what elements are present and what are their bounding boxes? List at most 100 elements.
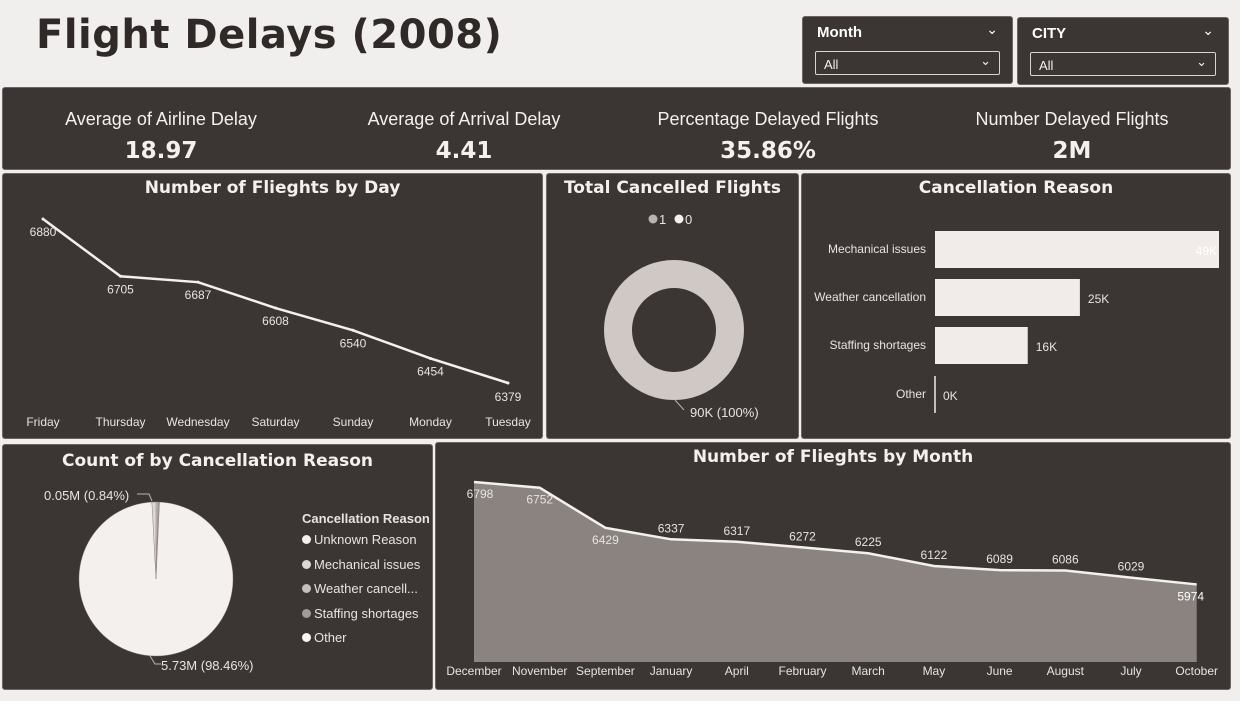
legend-item[interactable]: Unknown Reason bbox=[302, 532, 430, 557]
leader-line bbox=[149, 655, 161, 665]
kpi-label: Percentage Delayed Flights bbox=[657, 109, 879, 129]
legend-label: Mechanical issues bbox=[314, 556, 421, 572]
flights-by-month-chart: 6798 December 6752 November 6429 September 633… bbox=[446, 480, 1218, 678]
legend-label: Other bbox=[314, 630, 347, 645]
cancelled-flights-panel: Total Cancelled Flights 90K (100%) 1 0 bbox=[546, 173, 799, 439]
kpi-arrival-delay: Average of Arrival Delay 4.41 bbox=[314, 109, 614, 164]
y-tick-label: Mechanical issues bbox=[828, 242, 926, 256]
data-label: 6687 bbox=[185, 288, 212, 302]
data-label: 6705 bbox=[107, 282, 134, 296]
legend-item[interactable]: Staffing shortages bbox=[302, 606, 430, 631]
data-label: 6086 bbox=[1052, 553, 1079, 567]
leader-line bbox=[137, 493, 153, 502]
x-tick-label: Friday bbox=[26, 415, 59, 429]
x-tick-label: Sunday bbox=[333, 415, 374, 429]
data-label: 6752 bbox=[526, 493, 553, 507]
data-label: 6540 bbox=[340, 336, 367, 350]
flights-by-day-panel: Number of Flieghts by Day 6880 Friday 6705… bbox=[2, 173, 543, 439]
legend-item[interactable]: Mechanical issues bbox=[302, 557, 430, 582]
x-tick-label: August bbox=[1047, 664, 1085, 678]
legend-label: 1 bbox=[659, 212, 666, 227]
legend-dot bbox=[302, 608, 311, 618]
kpi-value: 2M bbox=[1052, 138, 1092, 164]
legend-label: 0 bbox=[685, 212, 692, 227]
x-tick-label: December bbox=[446, 664, 501, 678]
chevron-down-icon[interactable]: ⌄ bbox=[986, 21, 998, 37]
month-dropdown-value: All bbox=[824, 57, 839, 72]
page-title: Flight Delays (2008) bbox=[36, 12, 503, 58]
data-label: 5.73M (98.46%) bbox=[161, 658, 254, 673]
x-tick-label: Tuesday bbox=[485, 415, 531, 429]
data-label: 49K bbox=[1196, 244, 1217, 258]
data-point bbox=[351, 328, 355, 332]
data-point bbox=[196, 280, 200, 284]
pie-slice bbox=[155, 501, 160, 580]
y-tick-label: Staffing shortages bbox=[829, 338, 926, 352]
legend-dot bbox=[302, 633, 311, 642]
chevron-down-icon[interactable]: ⌄ bbox=[1202, 22, 1214, 38]
cancellation-reason-panel: Cancellation Reason Mechanical issues 49K… bbox=[801, 173, 1231, 439]
chart-title: Cancellation Reason bbox=[918, 178, 1114, 198]
city-dropdown-value: All bbox=[1039, 58, 1054, 73]
x-tick-label: November bbox=[512, 664, 567, 678]
legend-dot bbox=[648, 214, 658, 224]
donut-slice bbox=[604, 260, 744, 400]
data-label: 6454 bbox=[417, 364, 444, 378]
cancellation-reason-chart: Mechanical issues 49K Weather cancellation… bbox=[814, 231, 1219, 413]
legend-item[interactable]: Weather cancell... bbox=[302, 581, 430, 606]
x-tick-label: Monday bbox=[409, 415, 452, 429]
city-slicer[interactable]: CITY ⌄ All ⌄ bbox=[1017, 17, 1229, 85]
x-tick-label: April bbox=[725, 664, 749, 678]
series-line bbox=[42, 217, 509, 385]
data-point bbox=[274, 306, 277, 310]
data-label: 6429 bbox=[592, 533, 619, 547]
flights-by-month-panel: Number of Flieghts by Month 6798 December… bbox=[435, 442, 1231, 690]
city-slicer-label: CITY bbox=[1032, 25, 1067, 42]
kpi-label: Number Delayed Flights bbox=[975, 109, 1169, 129]
data-label: 6089 bbox=[986, 552, 1013, 566]
x-tick-label: July bbox=[1120, 664, 1141, 678]
bar bbox=[935, 231, 1219, 268]
series-line bbox=[473, 480, 1197, 586]
bar bbox=[935, 327, 1028, 364]
data-label: 6225 bbox=[855, 535, 882, 549]
data-label: 25K bbox=[1088, 292, 1109, 306]
kpi-number-delayed: Number Delayed Flights 2M bbox=[922, 109, 1222, 164]
chart-title: Total Cancelled Flights bbox=[563, 178, 782, 198]
data-label: 6337 bbox=[658, 521, 685, 535]
legend-item[interactable]: Other bbox=[302, 630, 430, 655]
month-slicer[interactable]: Month ⌄ All ⌄ bbox=[802, 16, 1013, 84]
legend-label: Unknown Reason bbox=[314, 532, 417, 547]
chevron-down-icon: ⌄ bbox=[980, 53, 991, 68]
pie-slice bbox=[78, 501, 234, 657]
kpi-value: 35.86% bbox=[720, 138, 816, 164]
cancellation-pie-chart: 0.05M (0.84%) 5.73M (98.46%) bbox=[44, 488, 254, 673]
legend-title: Cancellation Reason bbox=[302, 511, 430, 526]
x-tick-label: January bbox=[650, 664, 693, 678]
data-label: 5974 bbox=[1177, 589, 1204, 603]
chart-title: Number of Flieghts by Month bbox=[692, 447, 974, 467]
leader-line bbox=[674, 399, 685, 411]
data-label: 0.05M (0.84%) bbox=[44, 488, 129, 503]
chart-title: Number of Flieghts by Day bbox=[144, 178, 401, 198]
x-tick-label: June bbox=[987, 664, 1013, 678]
data-point bbox=[506, 381, 510, 385]
x-tick-label: Thursday bbox=[95, 415, 145, 429]
kpi-value: 4.41 bbox=[435, 138, 493, 164]
data-label: 6880 bbox=[30, 225, 57, 239]
legend-dot bbox=[302, 584, 311, 593]
data-label: 6122 bbox=[921, 548, 948, 562]
y-tick-label: Other bbox=[896, 387, 926, 401]
data-label: 6272 bbox=[789, 529, 816, 543]
legend-dot bbox=[302, 559, 311, 569]
flights-by-day-chart: 6880 Friday 6705 Thursday 6687 Wednesday 6608 S… bbox=[26, 217, 531, 429]
kpi-label: Average of Airline Delay bbox=[65, 109, 257, 129]
x-tick-label: February bbox=[778, 664, 826, 678]
x-tick-label: September bbox=[576, 664, 635, 678]
kpi-panel: Average of Airline Delay 18.97 Average o… bbox=[2, 87, 1231, 170]
x-tick-label: Wednesday bbox=[166, 415, 229, 429]
month-dropdown[interactable]: All ⌄ bbox=[815, 51, 1000, 75]
legend-label: Staffing shortages bbox=[314, 605, 419, 621]
city-dropdown[interactable]: All ⌄ bbox=[1030, 52, 1216, 76]
x-tick-label: March bbox=[852, 664, 885, 678]
